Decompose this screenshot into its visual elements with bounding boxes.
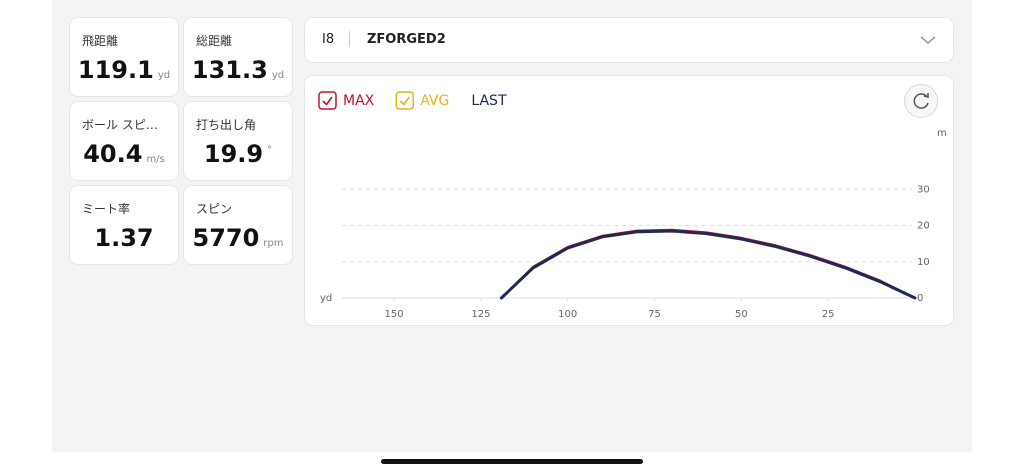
- stat-unit: °: [267, 145, 273, 156]
- stat-card: 打ち出し角 19.9 °: [184, 102, 292, 180]
- legend-label: LAST: [471, 93, 507, 109]
- legend-checkbox: [395, 91, 414, 110]
- trajectory-line: [500, 228, 916, 299]
- dropdown-arrow: [920, 36, 936, 44]
- stat-value: 40.4: [83, 140, 143, 168]
- stat-label: ボール スピ…: [82, 118, 158, 132]
- stat-label: 打ち出し角: [196, 118, 257, 132]
- legend-checkbox: [318, 91, 337, 110]
- y-tick-label: 30: [917, 184, 930, 195]
- legend-check: [322, 96, 333, 106]
- legend-check: [399, 96, 410, 106]
- x-tick-label: 50: [735, 309, 748, 320]
- refresh-arrow: [923, 93, 929, 98]
- legend-label: AVG: [420, 93, 449, 109]
- stat-unit: m/s: [146, 154, 165, 165]
- y-tick-label: 10: [917, 257, 930, 268]
- stat-card: 総距離 131.3 yd: [184, 18, 292, 96]
- stat-label: 飛距離: [82, 34, 119, 48]
- stat-value-row: 40.4 m/s: [70, 140, 178, 168]
- x-tick-label: 100: [558, 309, 577, 320]
- stat-unit: yd: [157, 70, 171, 81]
- stat-value-row: 1.37: [70, 224, 178, 252]
- stat-value-row: 19.9 °: [184, 140, 292, 168]
- stat-card: 飛距離 119.1 yd: [70, 18, 178, 96]
- chart: yd m MAX AVG LAST 0 10 20 30 150 125 100 75 50 25: [318, 84, 947, 320]
- legend-label: MAX: [343, 93, 375, 109]
- chart-card: yd m MAX AVG LAST 0 10 20 30 150 125 100 75 50 25: [305, 76, 953, 325]
- club-number: I8: [322, 32, 335, 47]
- stat-value-row: 119.1 yd: [70, 56, 178, 84]
- y-tick-label: 20: [917, 221, 930, 232]
- stat-value-row: 131.3 yd: [184, 56, 292, 84]
- home-indicator: [381, 459, 643, 464]
- stat-card: スピン 5770 rpm: [184, 186, 292, 264]
- x-tick-label: 25: [822, 309, 835, 320]
- stat-value: 119.1: [77, 56, 154, 84]
- divider: [349, 31, 350, 47]
- club-selector[interactable]: I8 ZFORGED2: [305, 18, 953, 62]
- x-tick-label: 75: [648, 309, 661, 320]
- stat-value: 19.9: [203, 140, 264, 168]
- trajectory-line: [499, 229, 917, 300]
- stat-value: 131.3: [191, 56, 268, 84]
- y-axis-label: m: [937, 128, 947, 139]
- stat-label: ミート率: [82, 202, 131, 216]
- x-axis-label: yd: [320, 293, 332, 304]
- y-tick-label: 0: [917, 293, 923, 304]
- x-tick-label: 150: [385, 309, 404, 320]
- club-name: ZFORGED2: [367, 32, 446, 47]
- stat-unit: rpm: [263, 238, 284, 249]
- refresh-icon: [913, 93, 929, 109]
- stat-unit: yd: [271, 70, 285, 81]
- stat-card: ミート率 1.37: [70, 186, 178, 264]
- refresh-button[interactable]: [904, 84, 938, 118]
- stat-label: スピン: [196, 202, 233, 216]
- trajectory-line: [500, 230, 916, 299]
- stat-label: 総距離: [196, 34, 233, 48]
- x-tick-label: 125: [471, 309, 490, 320]
- stat-value: 5770: [192, 224, 260, 252]
- stat-value-row: 5770 rpm: [184, 224, 292, 252]
- stat-card: ボール スピ… 40.4 m/s: [70, 102, 178, 180]
- stat-value: 1.37: [94, 224, 154, 252]
